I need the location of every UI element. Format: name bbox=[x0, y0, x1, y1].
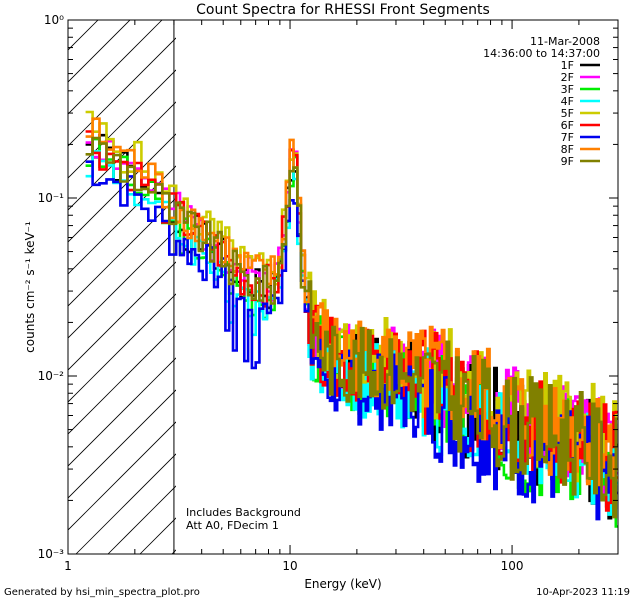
legend-label-3f: 3F bbox=[561, 83, 574, 96]
plot-frame bbox=[67, 19, 619, 555]
legend-label-5f: 5F bbox=[561, 107, 574, 120]
hatched-region bbox=[0, 0, 176, 554]
annotation-background: Includes Background bbox=[186, 506, 301, 519]
series-group bbox=[85, 110, 618, 528]
hatch-line bbox=[68, 229, 176, 339]
legend-label-1f: 1F bbox=[561, 59, 574, 72]
legend-label-6f: 6F bbox=[561, 119, 574, 132]
chart-title: Count Spectra for RHESSI Front Segments bbox=[196, 2, 490, 18]
hatch-line bbox=[68, 389, 176, 499]
y-tick-label: 10⁻² bbox=[38, 369, 65, 383]
legend-time-range: 14:36:00 to 14:37:00 bbox=[483, 47, 600, 60]
x-tick-label: 100 bbox=[501, 559, 524, 573]
axes: 1 10 100 10⁻³ 10⁻² 10⁻¹ 10⁰ bbox=[38, 13, 619, 573]
series-9f bbox=[85, 136, 618, 519]
x-tick-label: 10 bbox=[282, 559, 297, 573]
hatch-line bbox=[68, 293, 176, 403]
y-axis-label: counts cm⁻² s⁻¹ keV⁻¹ bbox=[23, 221, 37, 353]
hatch-line bbox=[68, 261, 176, 371]
y-tick-label: 10⁻³ bbox=[38, 547, 65, 561]
legend-date: 11-Mar-2008 bbox=[530, 35, 600, 48]
annotation-attenuator: Att A0, FDecim 1 bbox=[186, 519, 279, 532]
x-axis-label: Energy (keV) bbox=[304, 577, 381, 591]
legend-label-9f: 9F bbox=[561, 155, 574, 168]
hatch-line bbox=[68, 20, 131, 83]
legend-label-8f: 8F bbox=[561, 143, 574, 156]
hatch-line bbox=[68, 197, 176, 307]
x-tick-label: 1 bbox=[64, 559, 72, 573]
y-tick-label: 10⁻¹ bbox=[38, 191, 65, 205]
legend-label-4f: 4F bbox=[561, 95, 574, 108]
legend-label-7f: 7F bbox=[561, 131, 574, 144]
hatch-line bbox=[68, 421, 176, 531]
legend: 11-Mar-2008 14:36:00 to 14:37:00 1F2F3F4… bbox=[483, 35, 600, 168]
footer-timestamp: 10-Apr-2023 11:19 bbox=[536, 587, 630, 598]
legend-label-2f: 2F bbox=[561, 71, 574, 84]
footer-generator: Generated by hsi_min_spectra_plot.pro bbox=[4, 587, 200, 598]
hatch-line bbox=[68, 357, 176, 467]
hatch-line bbox=[68, 20, 163, 115]
hatch-line bbox=[0, 0, 132, 554]
y-tick-label: 10⁰ bbox=[44, 13, 64, 27]
hatch-line bbox=[68, 165, 176, 275]
hatch-line bbox=[68, 133, 176, 243]
hatch-line bbox=[68, 37, 176, 147]
hatch-line bbox=[0, 0, 100, 554]
